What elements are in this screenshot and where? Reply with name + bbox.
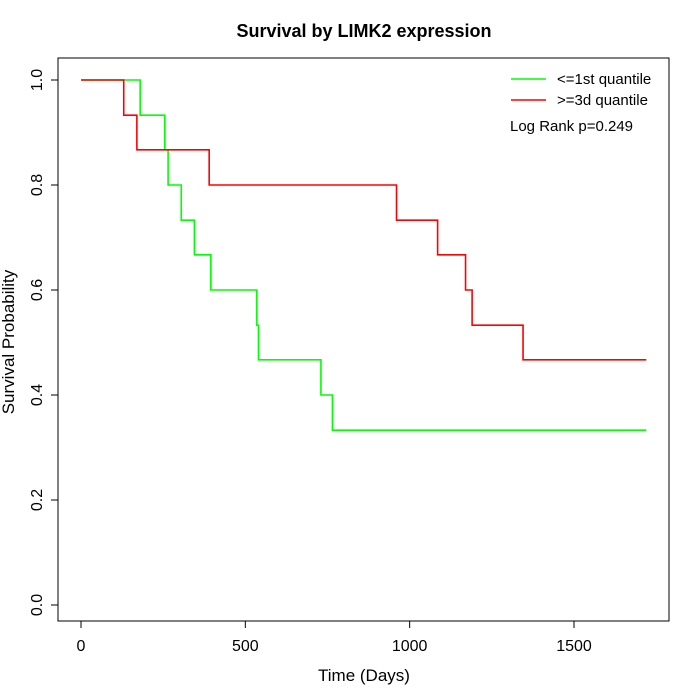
x-axis: 0 500 1000 1500 — [77, 620, 592, 655]
y-tick-label: 1.0 — [29, 69, 46, 91]
x-tick-label: 0 — [77, 638, 86, 655]
series-line-2 — [81, 79, 647, 361]
y-tick-label: 0.2 — [29, 489, 46, 511]
chart-title: Survival by LIMK2 expression — [236, 21, 491, 41]
x-tick-label: 500 — [232, 638, 259, 655]
legend: <=1st quantile >=3d quantile — [511, 71, 651, 109]
log-rank-annotation: Log Rank p=0.249 — [510, 118, 633, 135]
y-tick-label: 0.0 — [29, 594, 46, 616]
x-tick-label: 1500 — [556, 638, 592, 655]
series-line-1 — [81, 79, 647, 431]
y-axis-label: Survival Probability — [0, 269, 18, 414]
legend-label-2: >=3d quantile — [557, 92, 648, 109]
y-tick-label: 0.8 — [29, 174, 46, 196]
y-axis: 0.0 0.2 0.4 0.6 0.8 1.0 — [29, 69, 59, 616]
x-axis-label: Time (Days) — [318, 666, 410, 685]
y-tick-label: 0.6 — [29, 279, 46, 301]
series-layer — [81, 79, 647, 431]
x-tick-label: 1000 — [392, 638, 428, 655]
legend-label-1: <=1st quantile — [557, 71, 651, 88]
y-tick-label: 0.4 — [29, 384, 46, 406]
